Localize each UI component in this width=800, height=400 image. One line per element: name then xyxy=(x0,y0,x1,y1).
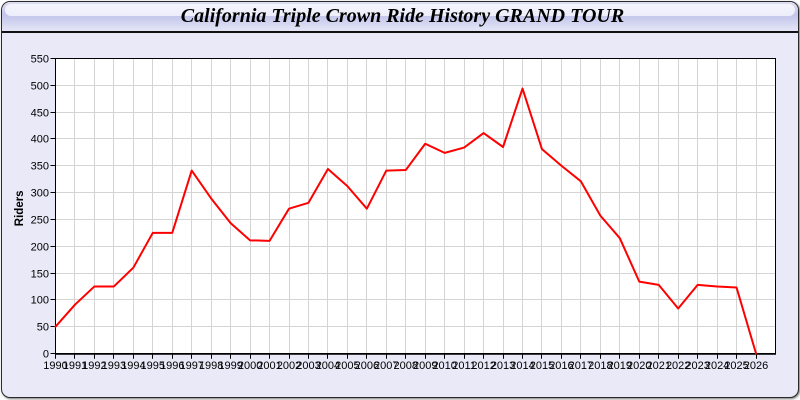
svg-text:2026: 2026 xyxy=(744,360,768,372)
svg-text:2013: 2013 xyxy=(491,360,515,372)
svg-text:2004: 2004 xyxy=(316,360,340,372)
svg-text:1994: 1994 xyxy=(121,360,145,372)
svg-text:2019: 2019 xyxy=(608,360,632,372)
svg-text:2003: 2003 xyxy=(296,360,320,372)
svg-text:2016: 2016 xyxy=(549,360,573,372)
svg-text:2018: 2018 xyxy=(588,360,612,372)
svg-text:0: 0 xyxy=(43,349,49,361)
svg-text:250: 250 xyxy=(31,215,49,227)
svg-text:1990: 1990 xyxy=(43,360,67,372)
svg-text:350: 350 xyxy=(31,161,49,173)
svg-text:2011: 2011 xyxy=(452,360,476,372)
svg-text:150: 150 xyxy=(31,269,49,281)
svg-text:2010: 2010 xyxy=(432,360,456,372)
svg-text:2009: 2009 xyxy=(413,360,437,372)
svg-text:2007: 2007 xyxy=(374,360,398,372)
svg-text:100: 100 xyxy=(31,295,49,307)
svg-text:2022: 2022 xyxy=(666,360,690,372)
svg-text:50: 50 xyxy=(37,322,49,334)
svg-text:2008: 2008 xyxy=(394,360,418,372)
svg-text:1992: 1992 xyxy=(82,360,106,372)
svg-text:2001: 2001 xyxy=(257,360,281,372)
svg-text:2014: 2014 xyxy=(510,360,534,372)
svg-text:200: 200 xyxy=(31,242,49,254)
svg-text:2002: 2002 xyxy=(277,360,301,372)
svg-text:2023: 2023 xyxy=(685,360,709,372)
svg-text:2020: 2020 xyxy=(627,360,651,372)
svg-text:2005: 2005 xyxy=(335,360,359,372)
svg-text:Riders: Riders xyxy=(14,190,26,226)
svg-text:1995: 1995 xyxy=(141,360,165,372)
svg-text:550: 550 xyxy=(31,54,49,66)
svg-text:2012: 2012 xyxy=(471,360,495,372)
svg-text:500: 500 xyxy=(31,81,49,93)
svg-text:1997: 1997 xyxy=(179,360,203,372)
svg-text:300: 300 xyxy=(31,188,49,200)
svg-text:1991: 1991 xyxy=(63,360,87,372)
svg-text:400: 400 xyxy=(31,134,49,146)
svg-text:1999: 1999 xyxy=(218,360,242,372)
svg-text:2006: 2006 xyxy=(355,360,379,372)
svg-text:1996: 1996 xyxy=(160,360,184,372)
svg-text:2021: 2021 xyxy=(646,360,670,372)
svg-text:2000: 2000 xyxy=(238,360,262,372)
svg-text:1998: 1998 xyxy=(199,360,223,372)
svg-text:2025: 2025 xyxy=(724,360,748,372)
svg-text:2015: 2015 xyxy=(530,360,554,372)
svg-text:450: 450 xyxy=(31,108,49,120)
svg-text:2024: 2024 xyxy=(705,360,729,372)
svg-text:2017: 2017 xyxy=(569,360,593,372)
svg-text:1993: 1993 xyxy=(102,360,126,372)
